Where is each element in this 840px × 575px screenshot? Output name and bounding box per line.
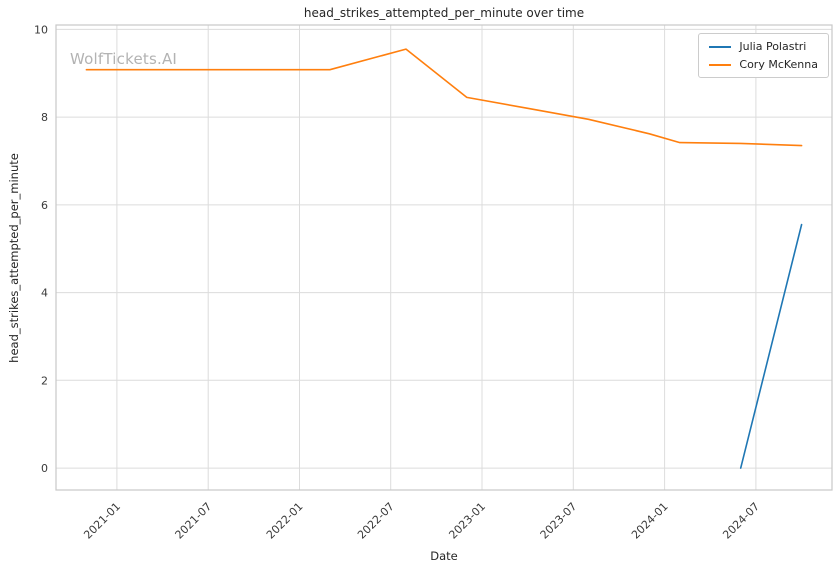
y-tick-label: 4	[41, 287, 48, 300]
plot-border	[55, 24, 833, 491]
y-tick-label: 6	[41, 199, 48, 212]
y-tick-label: 8	[41, 111, 48, 124]
x-tick-label: 2024-07	[720, 500, 762, 542]
legend-line-swatch-orange	[709, 63, 732, 66]
x-tick-label: 2023-01	[446, 500, 488, 542]
legend-item-cory-mckenna: Cory McKenna	[709, 59, 818, 70]
y-axis-label: head_strikes_attempted_per_minute	[7, 153, 21, 363]
x-tick-label: 2023-07	[538, 500, 580, 542]
y-tick-label: 10	[34, 23, 48, 36]
legend-line-swatch-blue	[709, 45, 732, 48]
chart-title: head_strikes_attempted_per_minute over t…	[303, 6, 585, 20]
x-axis-label: Date	[430, 549, 458, 563]
series-line-1	[85, 48, 803, 147]
x-tick-label: 2021-01	[81, 500, 123, 542]
x-tick-label: 2022-01	[264, 500, 306, 542]
x-tick-label: 2021-07	[173, 500, 215, 542]
y-tick-label: 0	[41, 462, 48, 475]
legend: Julia Polastri Cory McKenna	[698, 33, 829, 78]
y-tick-label: 2	[41, 374, 48, 387]
watermark: WolfTickets.AI	[70, 50, 178, 68]
series-line-0	[739, 223, 803, 469]
x-tick-label: 2022-07	[355, 500, 397, 542]
legend-label: Julia Polastri	[739, 40, 807, 53]
x-tick-label: 2024-01	[629, 500, 671, 542]
legend-item-julia-polastri: Julia Polastri	[709, 41, 818, 52]
legend-label: Cory McKenna	[739, 58, 818, 71]
